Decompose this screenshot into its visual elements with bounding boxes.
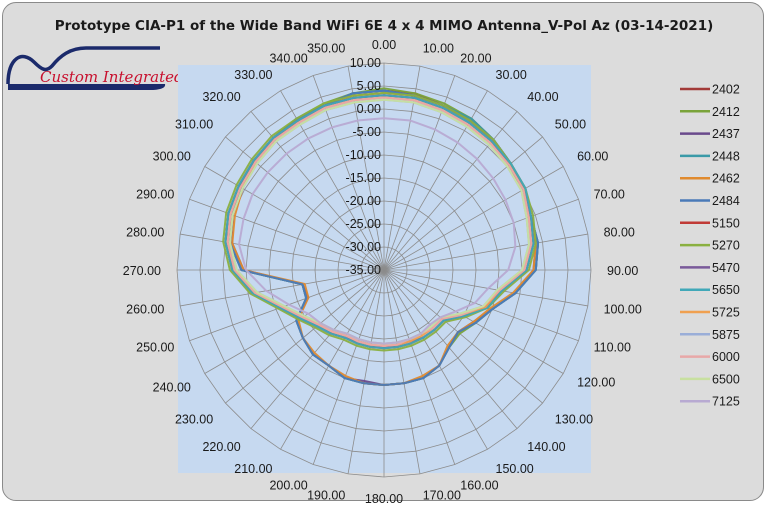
legend-label: 5470 (712, 261, 740, 275)
angle-tick-label: 230.00 (175, 412, 213, 426)
angle-tick-label: 310.00 (175, 118, 213, 132)
legend-label: 5650 (712, 283, 740, 297)
angle-tick-label: 350.00 (307, 41, 345, 55)
grid-spoke (383, 269, 488, 450)
radial-tick-label: -20.00 (346, 194, 381, 208)
series-layer (222, 87, 540, 386)
angle-tick-label: 80.00 (604, 225, 635, 239)
angle-tick-label: 170.00 (423, 489, 461, 503)
legend-label: 5270 (712, 239, 740, 253)
legend-label: 5725 (712, 306, 740, 320)
radial-tick-label: -10.00 (346, 148, 381, 162)
angle-tick-label: 130.00 (555, 412, 593, 426)
legend-label: 2402 (712, 83, 740, 97)
angle-tick-label: 270.00 (123, 264, 161, 278)
radial-tick-label: -35.00 (346, 263, 381, 277)
grid-spoke (383, 269, 421, 474)
legend-label: 5150 (712, 216, 740, 230)
angle-tick-label: 120.00 (577, 376, 615, 390)
radial-tick-label: 0.00 (357, 102, 381, 116)
angle-tick-label: 40.00 (527, 90, 558, 104)
angle-tick-label: 60.00 (577, 150, 608, 164)
legend-label: 7125 (712, 395, 740, 409)
angle-tick-label: 210.00 (234, 462, 272, 476)
legend-label: 6000 (712, 350, 740, 364)
grid-spoke (383, 269, 456, 465)
grid-spoke (383, 233, 588, 271)
angle-tick-label: 50.00 (555, 118, 586, 132)
angle-tick-label: 320.00 (202, 90, 240, 104)
angle-tick-label: 340.00 (269, 51, 307, 65)
grid-spoke (180, 269, 385, 307)
grid-spoke (347, 269, 385, 474)
angle-tick-label: 140.00 (527, 440, 565, 454)
angle-tick-label: 280.00 (126, 225, 164, 239)
angle-tick-label: 290.00 (136, 188, 174, 202)
radial-axis-labels: -35.00 -30.00 -25.00 -20.00 -15.00 -10.00 -5.0… (346, 56, 382, 277)
radial-tick-label: 10.00 (350, 56, 381, 70)
series-line-7125 (238, 117, 517, 345)
radial-tick-label: -15.00 (346, 171, 381, 185)
angle-tick-label: 90.00 (607, 264, 638, 278)
radial-tick-label: 5.00 (357, 79, 381, 93)
angle-tick-label: 150.00 (496, 462, 534, 476)
grid-spoke (312, 269, 385, 465)
angle-tick-label: 30.00 (496, 68, 527, 82)
legend-label: 2448 (712, 149, 740, 163)
angle-tick-label: 260.00 (126, 303, 164, 317)
angle-tick-label: 70.00 (594, 188, 625, 202)
series-line-6000 (226, 96, 533, 347)
grid-spoke (180, 233, 385, 271)
grid-spoke (204, 269, 385, 374)
grid-spoke (383, 136, 543, 271)
angle-tick-label: 200.00 (269, 479, 307, 493)
grid-spoke (280, 269, 385, 450)
angle-tick-label: 240.00 (153, 381, 191, 395)
angle-tick-label: 250.00 (136, 340, 174, 354)
radial-tick-label: -5.00 (353, 125, 382, 139)
grid-spoke (383, 198, 579, 271)
grid-spoke (383, 269, 579, 342)
grid-spoke (383, 269, 543, 404)
grid-spoke (204, 166, 385, 271)
legend-label: 2462 (712, 172, 740, 186)
grid-spoke (225, 269, 385, 404)
grid-spoke (250, 269, 385, 429)
legend-label: 6500 (712, 372, 740, 386)
angle-tick-label: 160.00 (460, 479, 498, 493)
legend-label: 2437 (712, 127, 740, 141)
angle-tick-label: 330.00 (234, 68, 272, 82)
angle-tick-label: 180.00 (365, 492, 403, 505)
angle-tick-label: 20.00 (460, 51, 491, 65)
radial-tick-label: -30.00 (346, 240, 381, 254)
legend-label: 2412 (712, 105, 740, 119)
legend: 2402 2412 2437 2448 2462 2484 5150 5270 5470 5650… (680, 83, 740, 409)
grid-spoke (383, 269, 588, 307)
chart-title: Prototype CIA-P1 of the Wide Band WiFi 6… (55, 18, 714, 34)
angle-tick-label: 0.00 (372, 38, 396, 52)
grid-spoke (189, 198, 385, 271)
grid-spoke (383, 269, 518, 429)
angle-tick-label: 220.00 (202, 440, 240, 454)
grid-spoke (383, 111, 518, 271)
series-line-5650 (224, 94, 535, 350)
grid-spoke (189, 269, 385, 342)
legend-label: 2484 (712, 194, 740, 208)
legend-label: 5875 (712, 328, 740, 342)
radial-tick-label: -25.00 (346, 217, 381, 231)
grid-spoke (383, 166, 564, 271)
angle-tick-label: 300.00 (153, 150, 191, 164)
angle-tick-label: 10.00 (423, 41, 454, 55)
angle-tick-label: 100.00 (604, 303, 642, 317)
angle-tick-label: 190.00 (307, 489, 345, 503)
angle-tick-label: 110.00 (594, 340, 631, 354)
